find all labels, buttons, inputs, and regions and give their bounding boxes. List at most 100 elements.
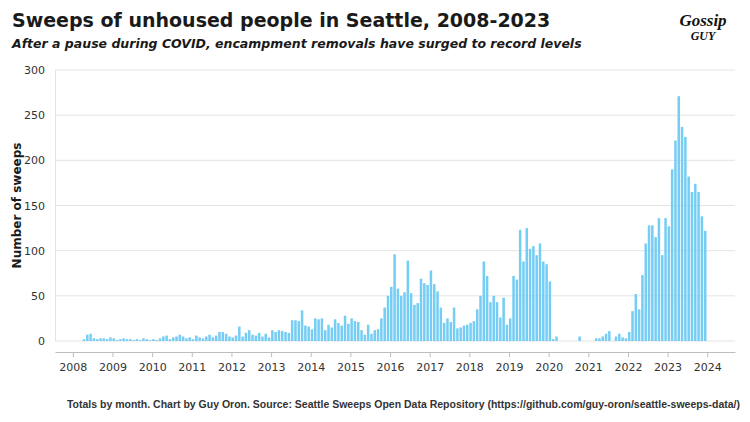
x-tick: 2009 xyxy=(99,352,127,374)
bar xyxy=(496,302,498,341)
bar xyxy=(390,287,392,341)
bar xyxy=(588,341,590,342)
bar xyxy=(529,249,531,341)
x-tick: 2024 xyxy=(694,352,722,374)
bar xyxy=(436,291,438,341)
bar xyxy=(506,325,508,341)
bar xyxy=(218,332,220,341)
bar xyxy=(284,332,287,341)
bar xyxy=(251,335,253,341)
bar xyxy=(281,331,283,341)
bar xyxy=(459,327,461,341)
bar xyxy=(172,337,174,341)
bar xyxy=(453,308,456,341)
x-tick: 2015 xyxy=(337,352,365,374)
y-tick: 0 xyxy=(38,335,55,348)
bar xyxy=(413,305,416,341)
bar xyxy=(383,308,386,341)
bar xyxy=(684,137,686,341)
bar xyxy=(132,340,134,341)
x-tick-label: 2009 xyxy=(99,361,127,374)
bar xyxy=(202,338,204,341)
x-tick: 2014 xyxy=(297,352,325,374)
bar xyxy=(301,310,303,341)
x-tick: 2022 xyxy=(614,352,642,374)
bar xyxy=(195,336,198,341)
bar xyxy=(185,338,188,341)
bar xyxy=(542,262,545,341)
bar xyxy=(112,338,114,341)
x-tick-label: 2020 xyxy=(535,361,563,374)
x-tick-mark xyxy=(311,352,312,357)
bar xyxy=(559,341,561,342)
y-tick-label: 200 xyxy=(24,154,45,167)
bar xyxy=(552,339,555,341)
bar xyxy=(298,321,300,341)
bar xyxy=(608,331,610,341)
bar xyxy=(489,302,491,341)
x-tick-label: 2019 xyxy=(495,361,523,374)
bar xyxy=(291,320,293,341)
y-tick: 100 xyxy=(24,245,55,258)
x-tick-mark xyxy=(112,352,113,357)
bar xyxy=(635,294,637,341)
bar xyxy=(446,318,448,341)
bar xyxy=(182,336,184,341)
bar xyxy=(572,341,575,342)
x-tick-label: 2023 xyxy=(654,361,682,374)
grid-line xyxy=(55,160,735,161)
bar xyxy=(231,337,233,341)
bar xyxy=(400,296,402,341)
bar xyxy=(307,327,309,341)
bar xyxy=(539,243,541,341)
y-tick: 50 xyxy=(31,290,55,303)
bar xyxy=(595,338,597,341)
bar xyxy=(582,341,585,342)
x-axis: 2008200920102011201220132014201520162017… xyxy=(56,352,736,374)
bar xyxy=(268,337,270,341)
bar xyxy=(165,336,168,341)
x-tick-mark xyxy=(73,352,74,357)
bar xyxy=(79,341,81,342)
subtitle: After a pause during COVID, encampment r… xyxy=(11,36,582,51)
bar xyxy=(354,321,357,341)
bar xyxy=(288,333,290,341)
x-tick-mark xyxy=(390,352,391,357)
bar xyxy=(644,243,646,341)
bar xyxy=(476,309,478,341)
bar xyxy=(658,218,660,341)
grid-line xyxy=(55,205,735,206)
bar xyxy=(592,341,595,342)
bar xyxy=(416,303,418,341)
bar xyxy=(169,339,171,341)
bar xyxy=(294,320,297,341)
logo-text: Gossip xyxy=(679,11,726,30)
bar xyxy=(235,336,238,341)
chart: 0501001502002503002008200920102011201220… xyxy=(0,0,750,422)
bar xyxy=(479,296,481,341)
bar xyxy=(198,337,200,341)
x-tick-label: 2015 xyxy=(337,361,365,374)
bar xyxy=(463,326,466,341)
bar xyxy=(519,230,521,341)
bar xyxy=(578,336,580,341)
bar xyxy=(691,192,694,341)
bar xyxy=(568,341,570,342)
bar xyxy=(327,325,329,341)
bar xyxy=(159,338,161,341)
bar xyxy=(410,293,412,341)
bar xyxy=(73,341,75,342)
x-tick: 2010 xyxy=(139,352,167,374)
bar xyxy=(99,338,101,341)
bar xyxy=(694,184,696,341)
x-tick: 2023 xyxy=(654,352,682,374)
bar xyxy=(440,308,442,341)
bar xyxy=(271,330,273,341)
bar xyxy=(605,334,607,341)
bar xyxy=(264,334,267,341)
bar xyxy=(704,231,707,341)
x-tick-mark xyxy=(152,352,153,357)
bar xyxy=(671,169,674,341)
bar xyxy=(350,318,352,341)
bar xyxy=(562,341,565,342)
